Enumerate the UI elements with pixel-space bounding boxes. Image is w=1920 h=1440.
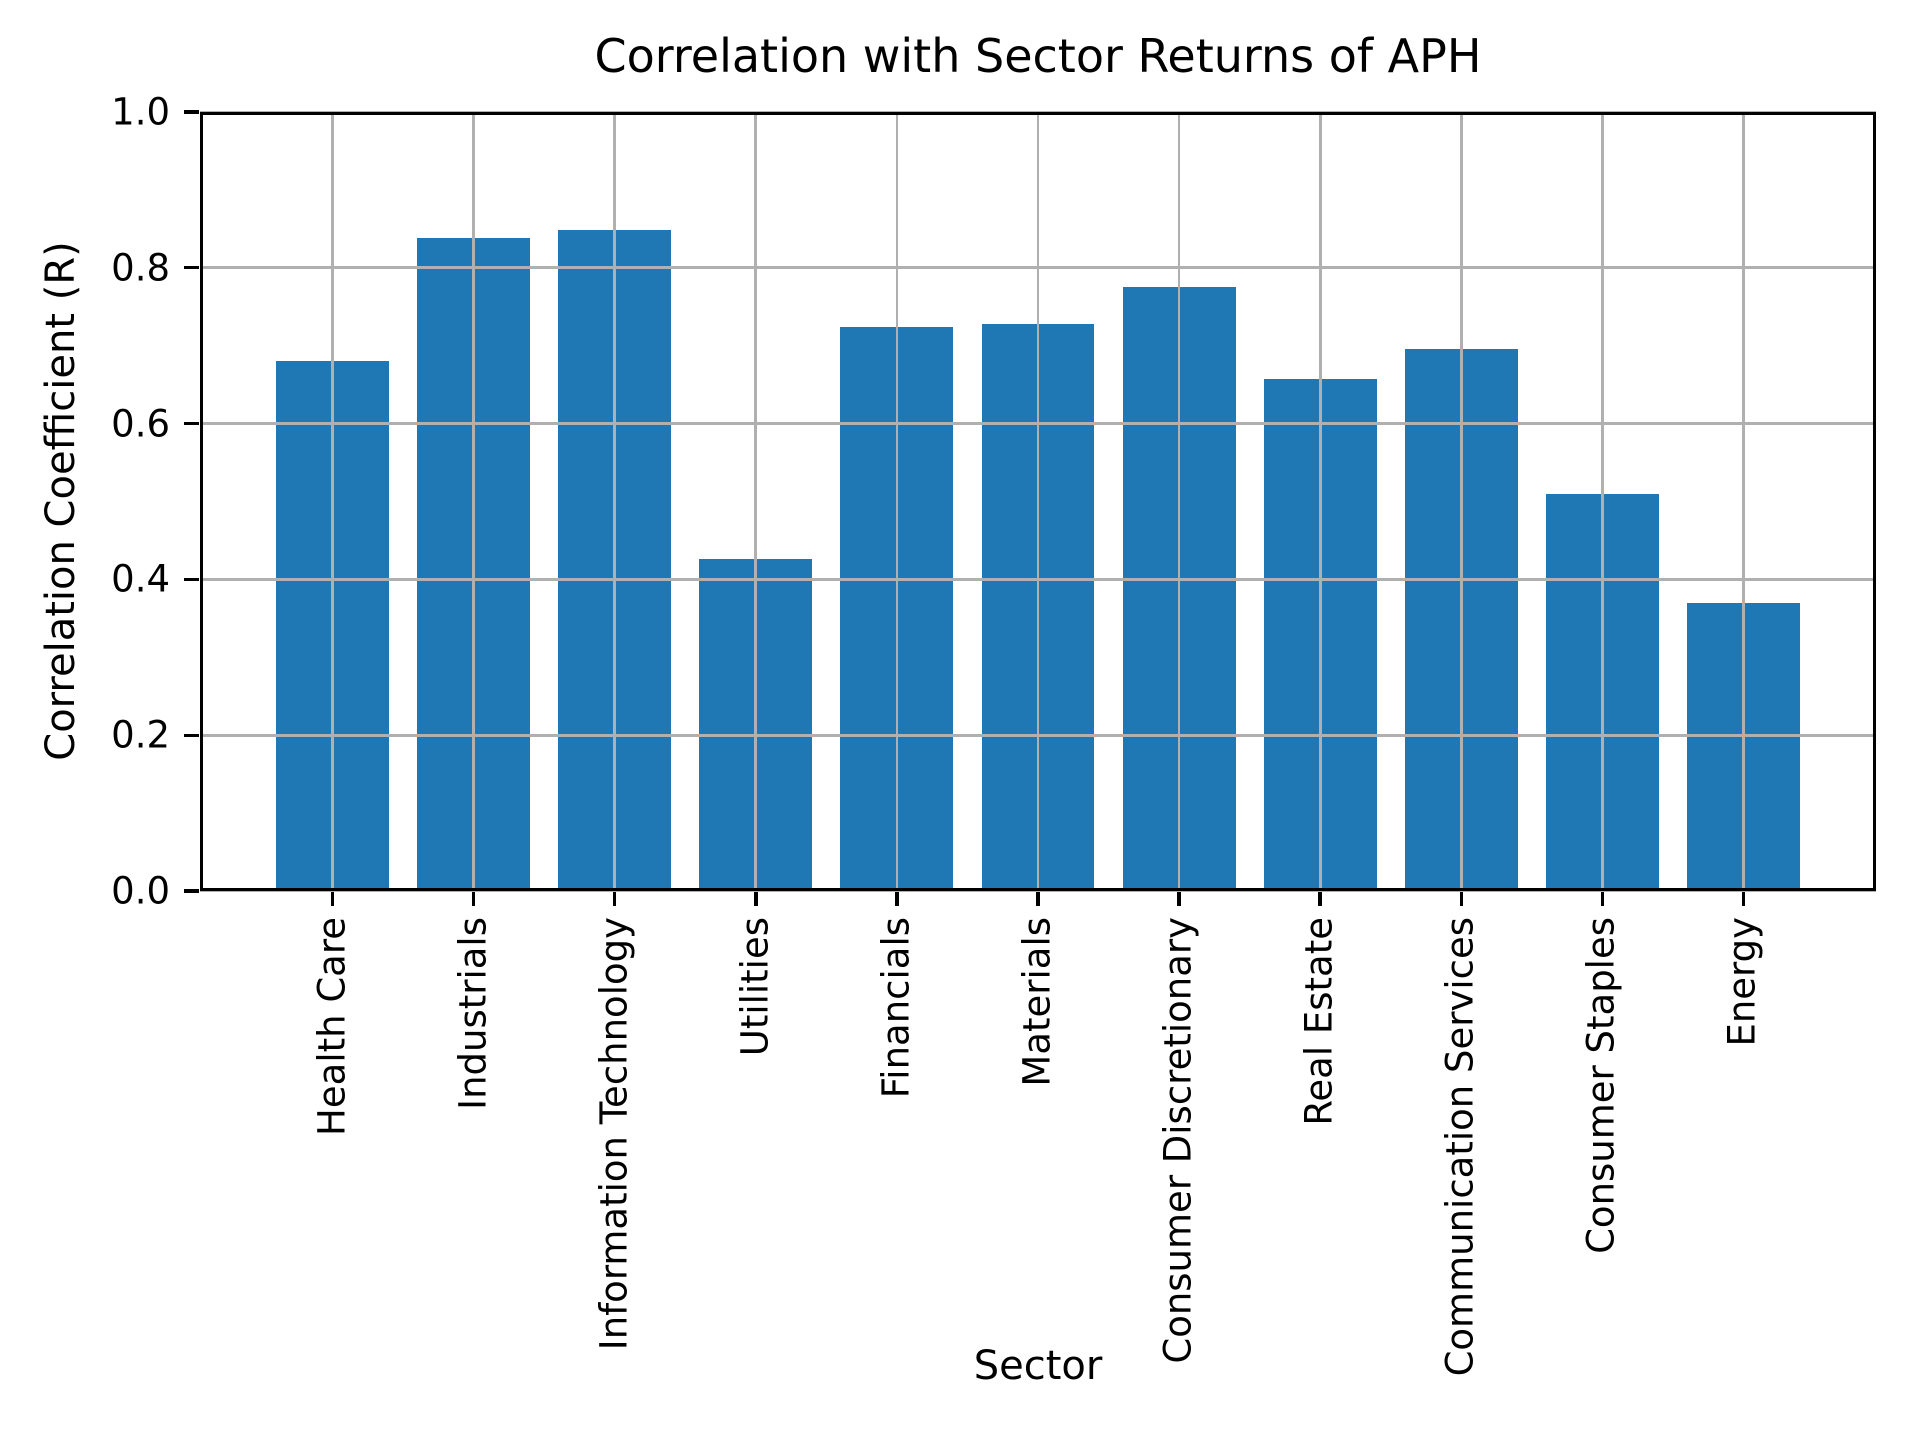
x-tick-label: Financials — [874, 917, 918, 1099]
x-tick — [471, 891, 476, 906]
x-tick-label: Materials — [1015, 917, 1059, 1087]
y-tick-label: 0.0 — [111, 869, 170, 913]
y-tick-label: 1.0 — [111, 90, 170, 134]
x-gridline — [1459, 112, 1463, 891]
x-gridline — [1318, 112, 1322, 891]
x-axis-label: Sector — [973, 1343, 1103, 1389]
y-gridline — [200, 578, 1876, 581]
y-axis-label: Correlation Coefficient (R) — [38, 241, 84, 761]
y-tick — [184, 889, 199, 893]
y-tick-label: 0.8 — [111, 246, 170, 290]
y-tick — [184, 421, 199, 426]
x-gridline — [1036, 112, 1040, 891]
y-tick-label: 0.4 — [111, 557, 170, 601]
y-tick — [184, 110, 199, 114]
x-tick-label: Communication Services — [1438, 917, 1482, 1377]
x-tick-label: Industrials — [451, 917, 495, 1110]
x-gridline — [754, 112, 758, 891]
y-tick-label: 0.6 — [111, 402, 170, 446]
x-tick — [1318, 891, 1322, 906]
x-tick — [1036, 891, 1040, 906]
x-gridline — [331, 112, 334, 891]
x-gridline — [613, 112, 617, 891]
x-tick — [330, 891, 335, 906]
y-gridline — [200, 733, 1876, 737]
axes-spines — [200, 112, 1876, 891]
x-tick-label: Health Care — [310, 917, 354, 1136]
x-gridline — [1741, 112, 1745, 891]
y-gridline — [200, 422, 1876, 425]
x-tick — [1600, 891, 1604, 906]
y-tick — [184, 733, 199, 737]
x-tick-label: Real Estate — [1297, 917, 1341, 1126]
x-tick-label: Consumer Staples — [1580, 917, 1624, 1254]
x-tick — [1177, 891, 1181, 906]
y-gridline — [200, 266, 1876, 270]
x-gridline — [1600, 112, 1604, 891]
x-tick — [754, 891, 758, 906]
chart-title: Correlation with Sector Returns of APH — [594, 29, 1482, 83]
x-tick-label: Consumer Discretionary — [1156, 917, 1200, 1364]
x-gridline — [1177, 112, 1181, 891]
x-tick-label: Information Technology — [592, 917, 636, 1351]
x-tick — [1459, 891, 1463, 906]
x-tick-label: Utilities — [733, 917, 777, 1057]
x-gridline — [472, 112, 476, 891]
x-tick-label: Energy — [1721, 917, 1765, 1047]
x-tick — [1741, 891, 1746, 906]
x-tick — [613, 891, 617, 906]
y-tick — [184, 266, 199, 270]
plot-area — [200, 110, 1876, 893]
y-tick — [184, 577, 199, 582]
x-tick — [895, 891, 899, 906]
x-gridline — [895, 112, 899, 891]
y-tick-label: 0.2 — [111, 713, 170, 757]
